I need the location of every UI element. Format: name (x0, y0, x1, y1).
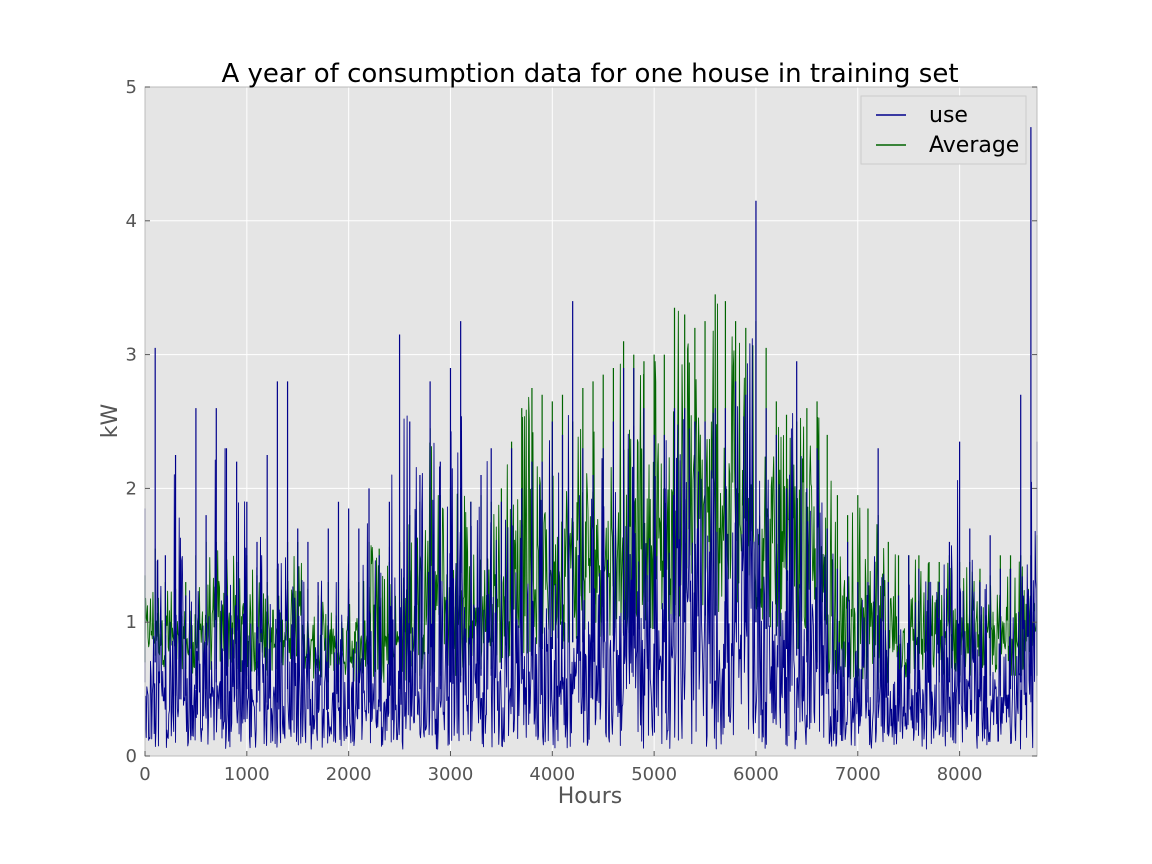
x-axis-label: Hours (558, 784, 622, 809)
x-tick-label: 1000 (224, 764, 270, 785)
legend-label-use: use (929, 103, 968, 128)
x-tick-label: 6000 (733, 764, 779, 785)
series-line-use (144, 338, 1038, 750)
y-axis-ticks: 0 1 2 3 4 5 (126, 77, 1037, 767)
axes-border (144, 86, 1038, 757)
y-tick-label: 1 (126, 612, 137, 633)
y-tick-label: 3 (126, 345, 137, 366)
x-tick-label: 8000 (937, 764, 983, 785)
y-tick-label: 4 (126, 211, 137, 232)
x-tick-label: 7000 (835, 764, 881, 785)
y-tick-label: 2 (126, 478, 137, 499)
x-tick-label: 0 (139, 764, 150, 785)
legend: use Average (860, 95, 1027, 165)
legend-label-average: Average (929, 133, 1019, 158)
series-use (144, 127, 1038, 750)
x-tick-label: 4000 (529, 764, 575, 785)
y-axis-label: kW (98, 404, 123, 439)
x-tick-label: 3000 (428, 764, 474, 785)
x-tick-label: 5000 (631, 764, 677, 785)
chart-title: A year of consumption data for one house… (221, 59, 958, 89)
y-tick-label: 5 (126, 77, 137, 98)
y-tick-label: 0 (126, 746, 137, 767)
axes-frame (144, 86, 1038, 757)
legend-box (860, 95, 1027, 165)
x-tick-label: 2000 (326, 764, 372, 785)
x-axis-ticks: 0 1000 2000 3000 4000 5000 6000 7000 8000 (139, 751, 983, 785)
